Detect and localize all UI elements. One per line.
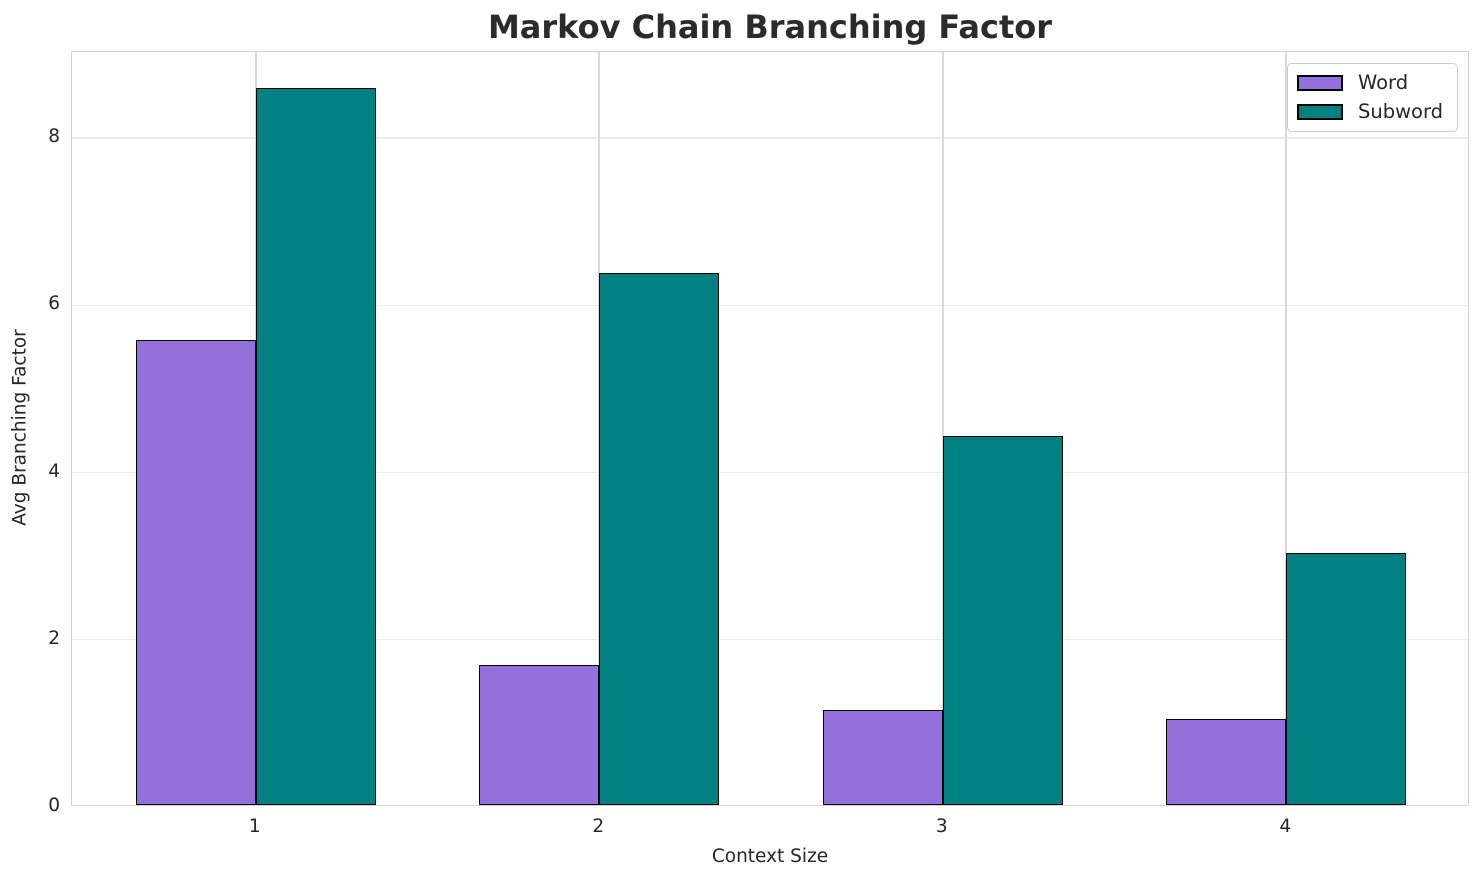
bar-word	[479, 665, 600, 805]
y-tick-label: 0	[48, 795, 60, 816]
bar-subword	[255, 87, 376, 805]
legend-swatch-icon	[1296, 75, 1343, 91]
x-axis-label: Context Size	[711, 846, 829, 867]
x-tick-label: 3	[935, 816, 948, 837]
legend-label: Subword	[1357, 100, 1443, 123]
gridline-y	[72, 304, 1468, 306]
gridline-y	[72, 639, 1468, 641]
gridline-x	[1285, 52, 1288, 805]
bar-word	[822, 709, 943, 805]
x-tick-label: 1	[248, 816, 261, 837]
y-tick-label: 8	[48, 126, 60, 148]
bar-subword	[599, 273, 720, 805]
legend-item: Subword	[1296, 100, 1443, 123]
bar-subword	[942, 436, 1063, 805]
gridline-x	[254, 52, 257, 805]
bar-word	[135, 340, 256, 805]
y-axis-label: Avg Branching Factor	[9, 329, 31, 526]
chart-title: Markov Chain Branching Factor	[487, 8, 1053, 46]
plot-area: Word Subword	[71, 51, 1469, 806]
x-tick-label: 4	[1279, 816, 1292, 837]
bar-subword	[1286, 553, 1407, 805]
legend-swatch-icon	[1296, 104, 1343, 120]
x-tick-label: 2	[592, 816, 605, 837]
gridline-y	[72, 137, 1468, 139]
bar-word	[1166, 718, 1287, 805]
legend: Word Subword	[1286, 63, 1458, 132]
y-tick-label: 6	[48, 293, 60, 315]
gridline-y	[72, 471, 1468, 474]
legend-item: Word	[1296, 71, 1443, 94]
y-tick-label: 4	[48, 460, 60, 482]
y-tick-label: 2	[48, 627, 60, 649]
gridline-x	[941, 52, 944, 805]
legend-label: Word	[1357, 71, 1409, 94]
